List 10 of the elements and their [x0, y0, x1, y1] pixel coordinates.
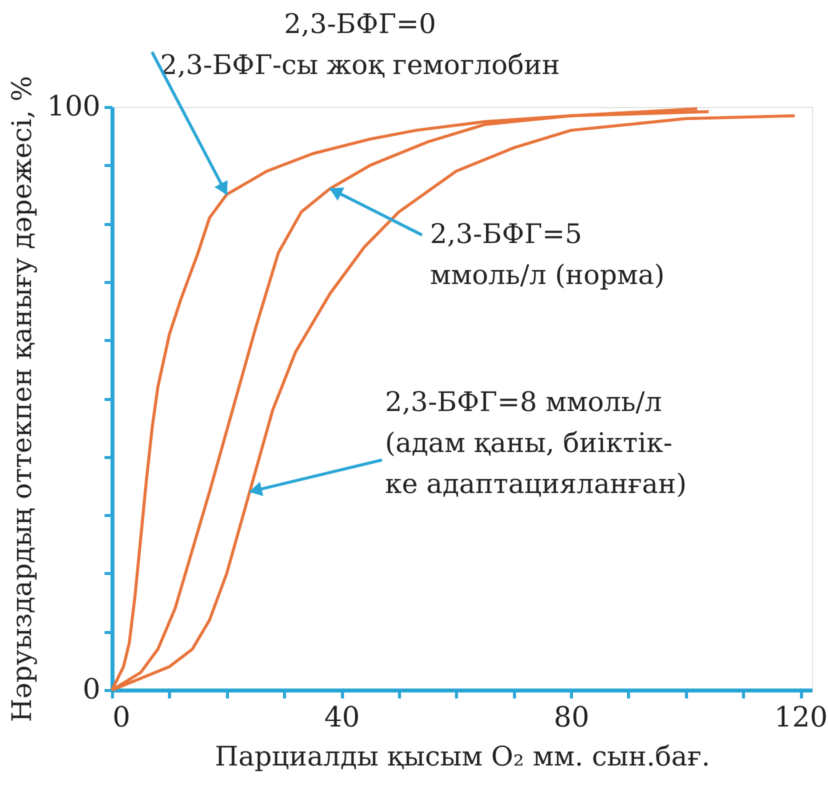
annotation: 2,3-БФГ=5 ммоль/л (норма) — [430, 219, 665, 291]
y-tick-label: 100 — [47, 90, 100, 122]
y-axis-title: Нәруыздардың оттекпен қанығу дәрежесі, % — [7, 76, 38, 722]
x-tick-label: 40 — [324, 700, 360, 734]
annotation: 2,3-БФГ=0 2,3-БФГ-сы жоқ гемоглобин — [160, 9, 560, 81]
x-tick-label: 120 — [774, 700, 828, 734]
annotation: 2,3-БФГ=8 ммоль/л (адам қаны, биіктік- ке адаптацияланған) — [385, 387, 687, 500]
x-axis-title: Парциалды қысым O₂ мм. сын.бағ. — [214, 742, 710, 772]
x-tick-label: 0 — [112, 700, 130, 734]
x-tick-label: 80 — [554, 700, 590, 734]
